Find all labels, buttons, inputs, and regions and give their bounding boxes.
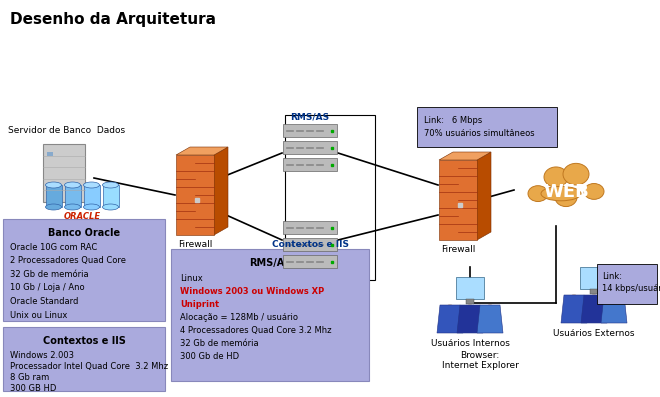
Ellipse shape bbox=[584, 183, 604, 199]
Text: RMS/AS: RMS/AS bbox=[249, 258, 291, 268]
Polygon shape bbox=[176, 155, 214, 235]
Text: Usuários Internos: Usuários Internos bbox=[430, 339, 510, 348]
Circle shape bbox=[586, 295, 602, 311]
Text: Banco Oracle: Banco Oracle bbox=[48, 228, 120, 238]
Text: Desenho da Arquitetura: Desenho da Arquitetura bbox=[10, 12, 216, 27]
Polygon shape bbox=[176, 147, 228, 155]
Ellipse shape bbox=[65, 204, 81, 210]
FancyBboxPatch shape bbox=[283, 158, 337, 172]
Polygon shape bbox=[561, 295, 587, 323]
Text: RMS/AS: RMS/AS bbox=[290, 113, 329, 122]
Text: Browser:
Internet Explorer: Browser: Internet Explorer bbox=[442, 351, 519, 370]
Bar bbox=[47, 152, 53, 156]
FancyBboxPatch shape bbox=[3, 327, 165, 391]
Polygon shape bbox=[437, 305, 463, 333]
FancyBboxPatch shape bbox=[84, 185, 100, 207]
Text: Processador Intel Quad Core  3.2 Mhz: Processador Intel Quad Core 3.2 Mhz bbox=[10, 362, 168, 371]
Text: Windows 2003 ou Windows XP: Windows 2003 ou Windows XP bbox=[180, 287, 324, 296]
Text: 70% usuários simultâneos: 70% usuários simultâneos bbox=[424, 129, 535, 138]
Text: 8 Gb ram: 8 Gb ram bbox=[10, 373, 50, 382]
Text: Contextos e IIS: Contextos e IIS bbox=[42, 336, 125, 346]
Circle shape bbox=[462, 305, 478, 321]
FancyBboxPatch shape bbox=[417, 107, 557, 147]
Text: 2 Processadores Quad Core: 2 Processadores Quad Core bbox=[10, 256, 126, 266]
FancyBboxPatch shape bbox=[580, 267, 608, 289]
FancyBboxPatch shape bbox=[283, 238, 337, 251]
Text: Oracle Standard: Oracle Standard bbox=[10, 297, 79, 306]
Ellipse shape bbox=[563, 163, 589, 185]
FancyBboxPatch shape bbox=[65, 185, 81, 207]
Ellipse shape bbox=[102, 204, 119, 210]
Text: 300 GB HD: 300 GB HD bbox=[10, 384, 56, 393]
FancyBboxPatch shape bbox=[283, 124, 337, 137]
Polygon shape bbox=[477, 305, 503, 333]
Polygon shape bbox=[214, 147, 228, 235]
FancyBboxPatch shape bbox=[3, 219, 165, 321]
Text: Link:   6 Mbps: Link: 6 Mbps bbox=[424, 116, 482, 125]
Polygon shape bbox=[457, 305, 483, 333]
FancyBboxPatch shape bbox=[171, 249, 369, 381]
FancyBboxPatch shape bbox=[283, 221, 337, 234]
Text: 10 Gb / Loja / Ano: 10 Gb / Loja / Ano bbox=[10, 283, 84, 293]
Text: Contextos e IIS: Contextos e IIS bbox=[271, 240, 348, 249]
FancyBboxPatch shape bbox=[283, 141, 337, 154]
Polygon shape bbox=[439, 160, 477, 240]
Text: 32 Gb de memória: 32 Gb de memória bbox=[10, 270, 88, 279]
Text: Uniprint: Uniprint bbox=[180, 300, 219, 309]
Ellipse shape bbox=[528, 186, 548, 202]
Ellipse shape bbox=[46, 204, 61, 210]
Text: 14 kbps/usuário: 14 kbps/usuário bbox=[602, 284, 660, 293]
Ellipse shape bbox=[544, 167, 568, 187]
Ellipse shape bbox=[65, 182, 81, 188]
Ellipse shape bbox=[102, 182, 119, 188]
FancyBboxPatch shape bbox=[46, 185, 61, 207]
Circle shape bbox=[442, 305, 458, 321]
Ellipse shape bbox=[46, 182, 61, 188]
Text: Windows 2.003: Windows 2.003 bbox=[10, 351, 74, 360]
Text: 32 Gb de memória: 32 Gb de memória bbox=[180, 339, 259, 348]
Circle shape bbox=[606, 295, 622, 311]
Text: Alocação = 128Mb / usuário: Alocação = 128Mb / usuário bbox=[180, 313, 298, 322]
Polygon shape bbox=[439, 152, 491, 160]
Text: Servidor de Banco  Dados: Servidor de Banco Dados bbox=[9, 126, 125, 135]
FancyBboxPatch shape bbox=[597, 264, 657, 304]
Text: 4 Processadores Quad Core 3.2 Mhz: 4 Processadores Quad Core 3.2 Mhz bbox=[180, 326, 331, 335]
Text: Firewall: Firewall bbox=[178, 240, 212, 249]
Text: Linux: Linux bbox=[180, 274, 203, 283]
Ellipse shape bbox=[84, 204, 100, 210]
Ellipse shape bbox=[541, 187, 581, 201]
Circle shape bbox=[566, 295, 582, 311]
Circle shape bbox=[482, 305, 498, 321]
Polygon shape bbox=[581, 295, 607, 323]
Ellipse shape bbox=[84, 182, 100, 188]
FancyBboxPatch shape bbox=[43, 144, 85, 202]
Text: WEB: WEB bbox=[543, 183, 589, 201]
Polygon shape bbox=[601, 295, 627, 323]
FancyBboxPatch shape bbox=[283, 255, 337, 268]
Text: Oracle 10G com RAC: Oracle 10G com RAC bbox=[10, 243, 97, 252]
Text: Link:: Link: bbox=[602, 272, 622, 281]
Text: ORACLE: ORACLE bbox=[63, 212, 100, 221]
FancyBboxPatch shape bbox=[466, 299, 474, 304]
Text: Firewall: Firewall bbox=[441, 245, 475, 254]
Text: 300 Gb de HD: 300 Gb de HD bbox=[180, 352, 239, 361]
Polygon shape bbox=[477, 152, 491, 240]
FancyBboxPatch shape bbox=[590, 289, 598, 294]
Text: Usuários Externos: Usuários Externos bbox=[553, 329, 635, 338]
FancyBboxPatch shape bbox=[102, 185, 119, 207]
Text: Unix ou Linux: Unix ou Linux bbox=[10, 310, 67, 320]
FancyBboxPatch shape bbox=[456, 277, 484, 299]
Ellipse shape bbox=[555, 188, 577, 206]
